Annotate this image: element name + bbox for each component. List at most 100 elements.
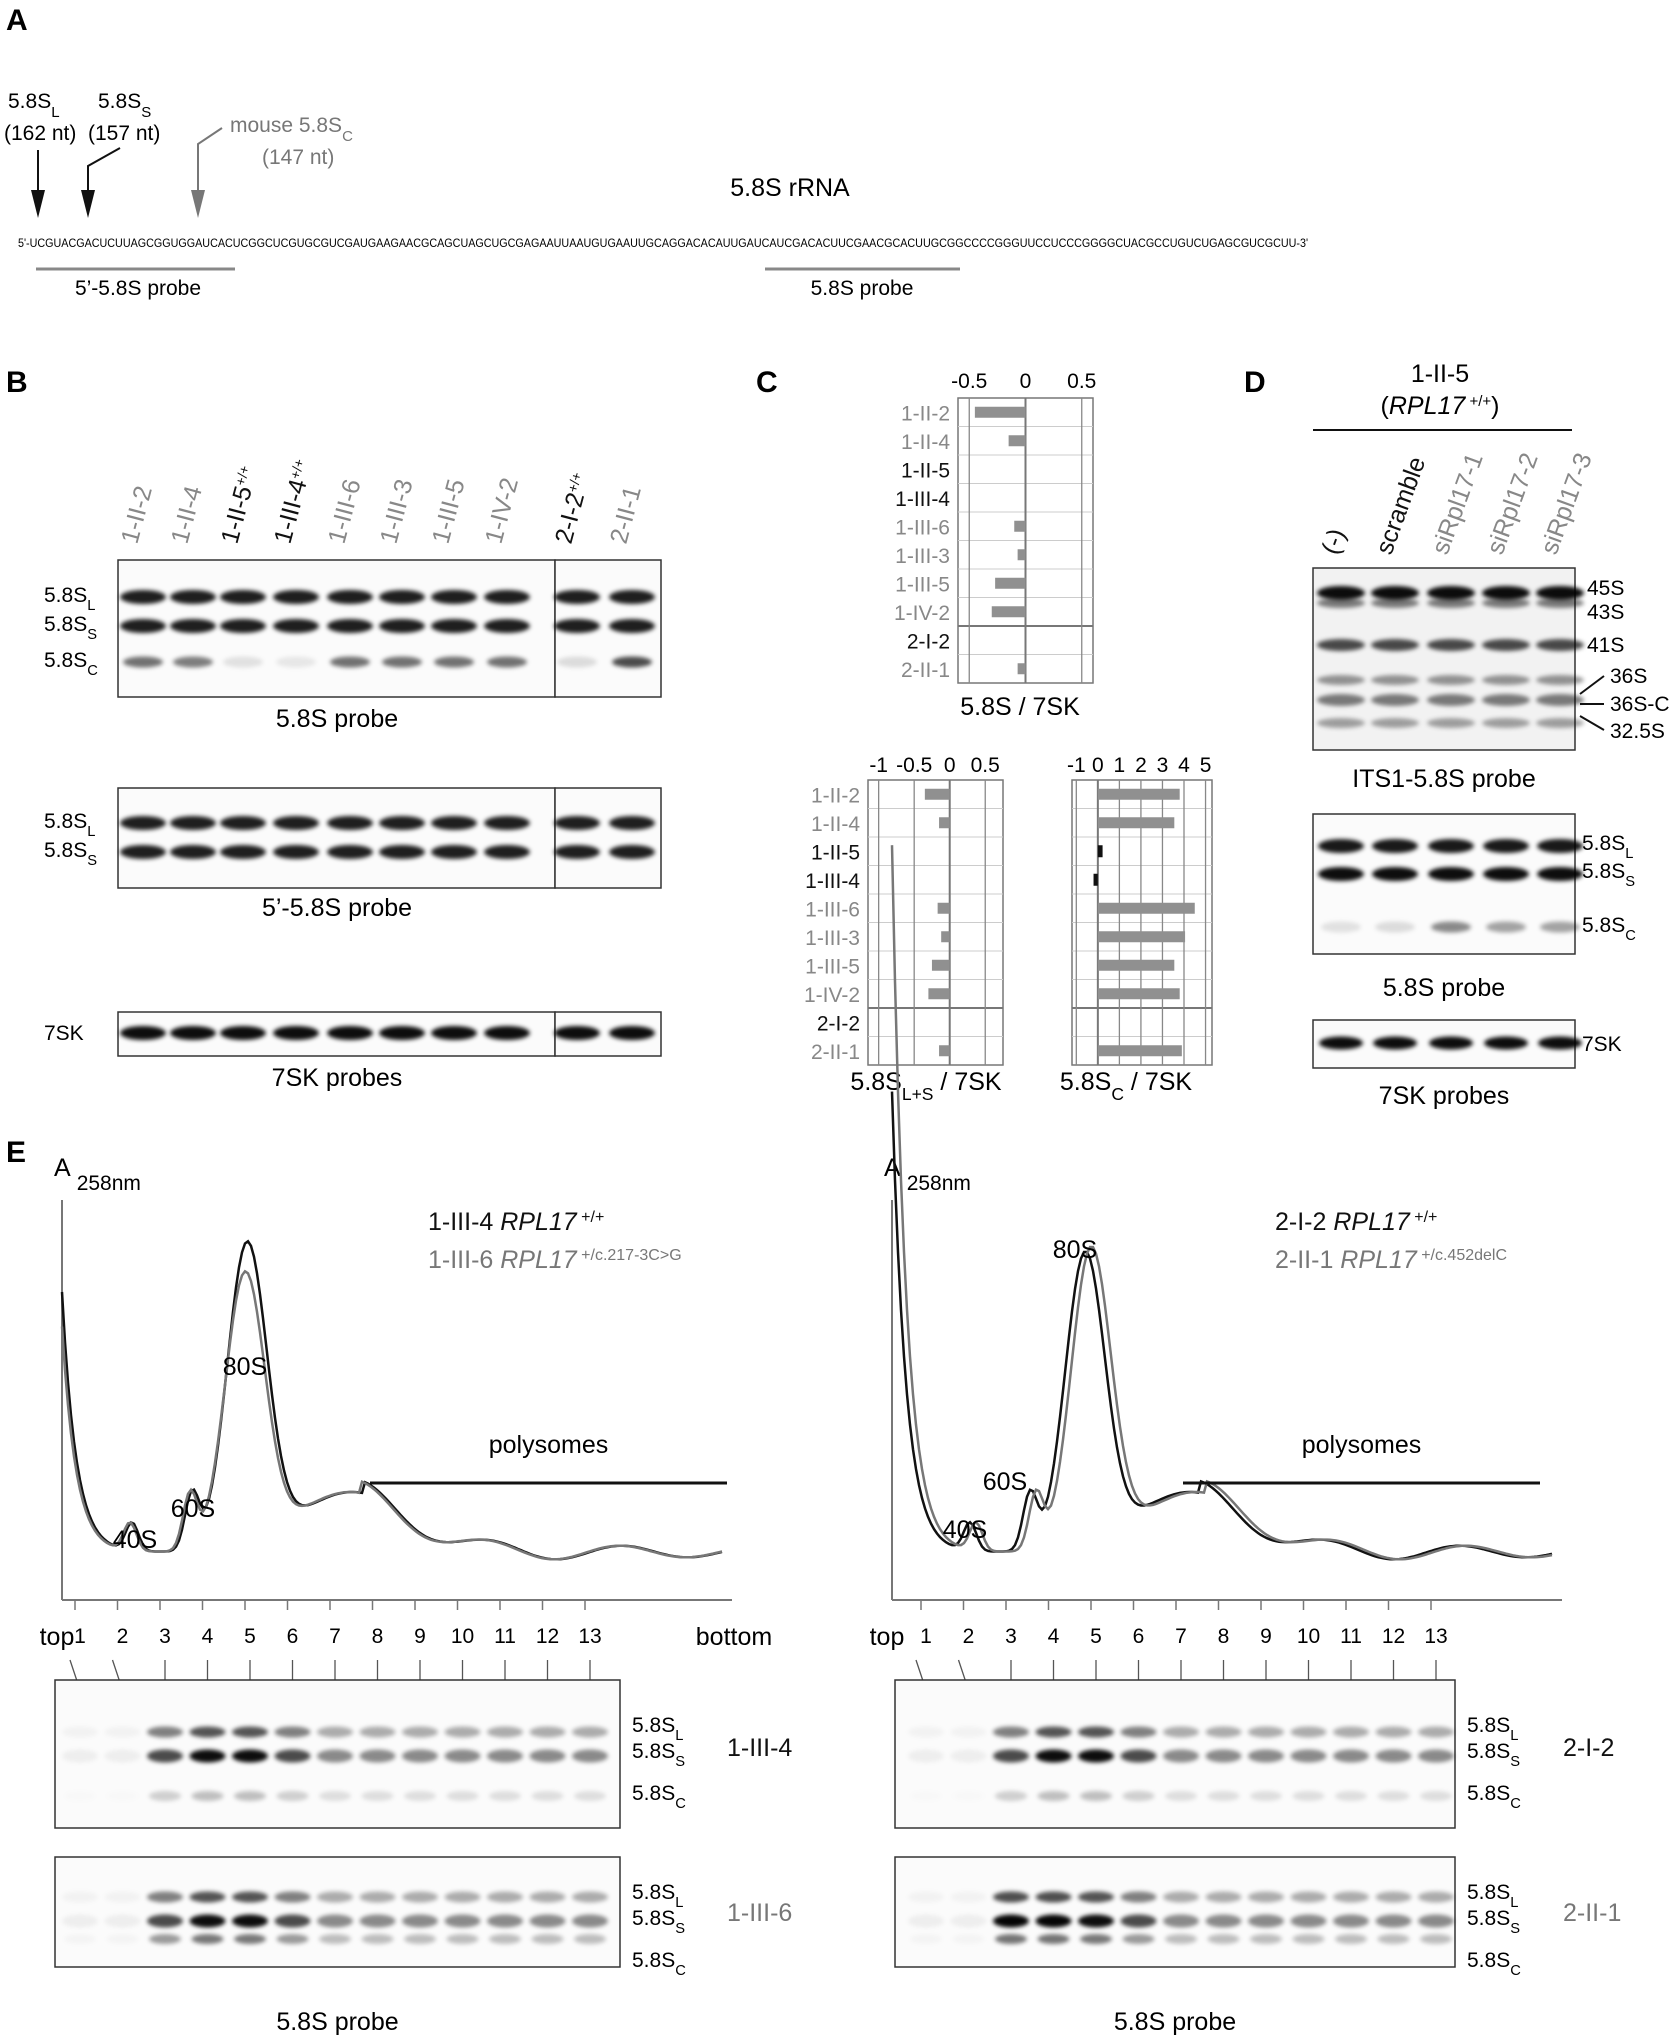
peak-label-60s: 60S [983,1468,1027,1496]
band-5-8s-c [1377,1791,1410,1801]
band [120,590,166,604]
category-label-1-iii-3: 1-III-3 [895,545,950,568]
band-label-5-8s-l: 5.8SL [632,1881,683,1911]
band-5-8s-c [404,1934,436,1944]
band [1317,694,1365,706]
band [147,1891,183,1903]
bar-1-iii-5 [931,959,950,971]
category-label-1-iv-2: 1-IV-2 [804,984,860,1007]
probe-label-5-5-8s-probe: 5’-5.8S probe [262,894,412,922]
lane-label-1-iii-3: 1-III-3 [375,476,419,546]
panel-e: A258nm 1-III-4 RPL17 +/+ 1-III-6 RPL17 +/c… [40,845,1621,2036]
band-5-8s-c [1420,1791,1452,1801]
band [1078,1726,1114,1738]
band [274,1891,311,1903]
band-5-8s-c [953,1791,985,1801]
legend-1-iii-6: 1-III-6 RPL17 +/c.217-3C>G [428,1246,682,1274]
x-tick-label: 0 [1092,754,1104,777]
bar-1-iv-2 [928,988,950,1000]
band [317,1891,353,1903]
bar-1-iv-2 [1097,988,1180,1000]
band [993,1914,1029,1928]
panel-letter-b: B [6,366,28,399]
panel-letter-c: C [756,366,778,399]
band [274,1749,311,1763]
x-tick-label: 5 [1200,754,1212,777]
band-5-8s-c [1080,1934,1112,1944]
band [327,1026,373,1040]
band [1536,639,1584,651]
band [1371,694,1419,706]
fraction-label-1: 1 [920,1625,932,1648]
band-5-8s-c [1375,921,1415,933]
bar-1-iii-3 [941,931,950,943]
band-5-8s-c [319,1934,351,1944]
band-5-8s-c [382,656,422,668]
bar-1-ii-2 [974,406,1026,418]
band [554,619,600,633]
band [1205,1726,1242,1738]
band [220,619,266,633]
x-tick-label: 0.5 [971,754,1000,777]
trace-1-iii-6 [60,1269,723,1561]
band [1428,839,1474,853]
band [1482,718,1530,728]
band [1163,1891,1199,1903]
band-label-5-8s-s: 5.8SS [44,613,97,643]
band-5-8s-c [107,1934,139,1944]
band [993,1891,1029,1903]
band-pointer [1579,675,1605,695]
band-label-5-8s-s: 5.8SS [632,1740,685,1770]
band-5-8s-c [276,656,316,668]
panel-d: 1-II-5(RPL17 +/+)(-) scramblesiRpl17-1siR… [1312,360,1670,1110]
band-label-43s: 43S [1587,601,1624,624]
band [1484,1036,1528,1050]
band [609,619,655,633]
probe-label-5prime: 5’-5.8S probe [75,277,201,300]
band [170,590,216,604]
fraction-label-11: 11 [1340,1625,1362,1648]
band [1372,867,1418,881]
fraction-label-13: 13 [578,1625,601,1648]
chart-title: 5.8SL+S / 7SK [850,1068,1001,1104]
lane-label-1-ii-4: 1-II-4 [166,483,208,547]
category-label-1-iii-4: 1-III-4 [895,488,950,511]
band-label-5-8s-l: 5.8SL [44,810,95,840]
band [487,1914,523,1928]
band [1418,1891,1454,1903]
band [317,1749,353,1763]
probe-label-7sk-probes: 7SK probes [272,1064,403,1092]
band [379,590,425,604]
blot-frame [894,1856,1456,1968]
band-label-5-8s-c: 5.8SC [44,649,98,679]
band-5-8s-c [446,1934,479,1944]
band [317,1726,353,1738]
band [1333,1914,1369,1928]
fraction-label-6: 6 [287,1625,299,1648]
band-label-7sk: 7SK [44,1022,84,1045]
trace-1-iii-4 [60,1239,723,1561]
band [1371,675,1419,685]
band [431,590,477,604]
blot-sample-label: 1-III-4 [727,1734,792,1762]
band [431,1026,477,1040]
band-5-8s-c [1250,1934,1282,1944]
bar-1-iii-4 [1093,873,1098,886]
band-5-8s-c [1540,921,1580,933]
band-label-5-8s-s: 5.8SS [1582,860,1635,890]
blot-sample-label: 2-I-2 [1563,1734,1614,1762]
band [327,816,373,830]
band [484,1026,530,1040]
band [1536,675,1584,685]
band [402,1726,438,1738]
band [1375,1749,1412,1763]
lane-label-2-ii-1: 2-II-1 [605,483,647,547]
category-label-2-ii-1: 2-II-1 [811,1041,860,1064]
probe-label-5-8s: 5.8S probe [811,277,914,300]
band [529,1749,566,1763]
band [951,1892,987,1903]
chart-title: 5.8S / 7SK [960,693,1080,721]
lane-label-1-iii-4: 1-III-4+/+ [269,457,318,547]
